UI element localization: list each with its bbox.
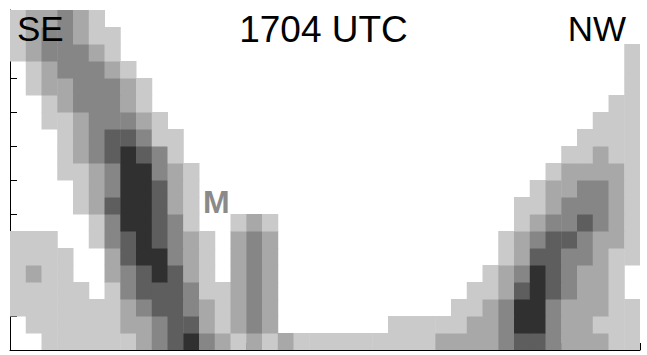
svg-text:SE: SE [17, 9, 64, 48]
svg-text:1704 UTC: 1704 UTC [239, 9, 408, 50]
svg-text:NW: NW [568, 9, 626, 48]
svg-text:M: M [203, 184, 230, 220]
